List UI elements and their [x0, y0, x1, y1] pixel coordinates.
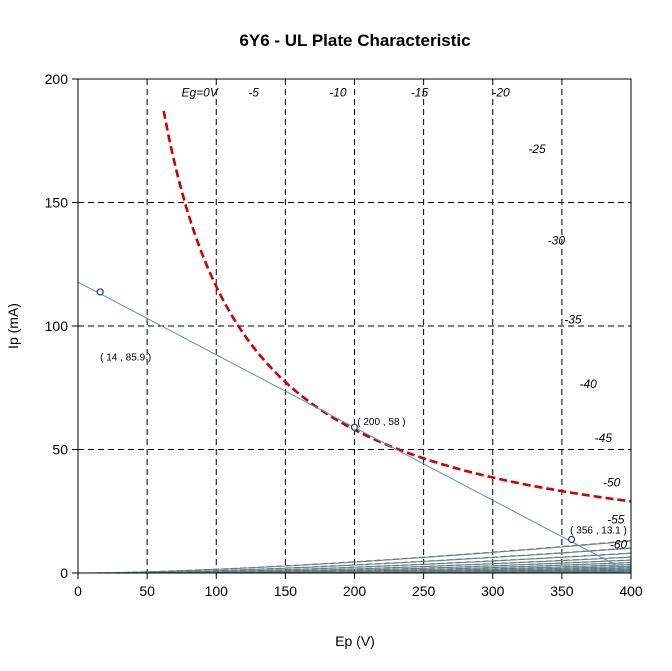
dissipation-curve — [162, 110, 631, 503]
axes: 0 50 100 150 200 250 300 350 400 0 50 100 150 200 — [45, 71, 643, 599]
y-tick-label-4: 200 — [45, 71, 69, 87]
grid-curve-dashed-10 — [78, 569, 631, 573]
grid-curve-dashed-8 — [78, 567, 631, 573]
curve-label-3: -15 — [411, 85, 429, 99]
grid-curve-dashed-0 — [78, 540, 631, 573]
curve-label-1: -5 — [248, 85, 259, 99]
curve-label-6: -30 — [548, 233, 566, 247]
y-tick-label-2: 100 — [45, 318, 69, 334]
curve-labels: Eg=0V -5 -10 -15 -20 -25 -30 -35 -40 -45 -50 -55 -60 — [181, 85, 627, 551]
operating-point-0 — [96, 288, 104, 296]
curve-label-10: -50 — [603, 476, 621, 490]
y-tick-label-0: 0 — [60, 565, 68, 581]
x-tick-label-3: 150 — [274, 583, 298, 599]
x-tick-label-5: 250 — [412, 583, 436, 599]
curve-label-9: -45 — [595, 431, 613, 445]
x-tick-label-0: 0 — [74, 583, 82, 599]
y-tick-label-1: 50 — [52, 442, 68, 458]
curve-label-8: -40 — [579, 377, 597, 391]
operating-point-2 — [567, 535, 576, 544]
operating-point-1 — [350, 423, 359, 431]
grid-curve-dashed-5 — [78, 561, 631, 573]
x-axis-label: Ep (V) — [335, 633, 375, 649]
x-tick-label-6: 300 — [481, 583, 505, 599]
grid-curve-dashed-7 — [78, 565, 631, 573]
grid-curve-dashed-4 — [78, 559, 631, 573]
operating-points: ( 14 , 85.9 ) ( 200 , 58 ) ( 356 , 13.1 ) — [96, 288, 627, 544]
operating-point-label-2: ( 356 , 13.1 ) — [570, 525, 627, 536]
curve-label-7: -35 — [564, 313, 582, 327]
grid-curve-dashed-9 — [78, 568, 631, 573]
curve-label-11: -55 — [607, 513, 625, 527]
y-tick-label-3: 150 — [45, 195, 69, 211]
curve-label-0: Eg=0V — [181, 85, 218, 99]
grid-curves — [78, 540, 631, 573]
x-tick-label-7: 350 — [550, 583, 574, 599]
grid-curve-dashed-6 — [78, 563, 631, 573]
curve-label-5: -25 — [528, 142, 546, 156]
curve-label-2: -10 — [329, 85, 347, 99]
y-axis-label: Ip (mA) — [5, 303, 21, 349]
grid-curve-dashed-1 — [78, 547, 631, 573]
x-tick-label-4: 200 — [343, 583, 367, 599]
x-tick-label-8: 400 — [619, 583, 643, 599]
curve-label-12: -60 — [610, 537, 628, 551]
operating-point-label-1: ( 200 , 58 ) — [357, 417, 405, 428]
chart-title: 6Y6 - UL Plate Characteristic — [239, 31, 470, 50]
curve-label-4: -20 — [492, 85, 510, 99]
operating-point-label-0: ( 14 , 85.9 ) — [100, 353, 151, 364]
grid-curve-dashed-3 — [78, 556, 631, 573]
x-tick-label-2: 100 — [205, 583, 229, 599]
dissipation-layer — [162, 110, 631, 503]
x-tick-label-1: 50 — [139, 583, 155, 599]
